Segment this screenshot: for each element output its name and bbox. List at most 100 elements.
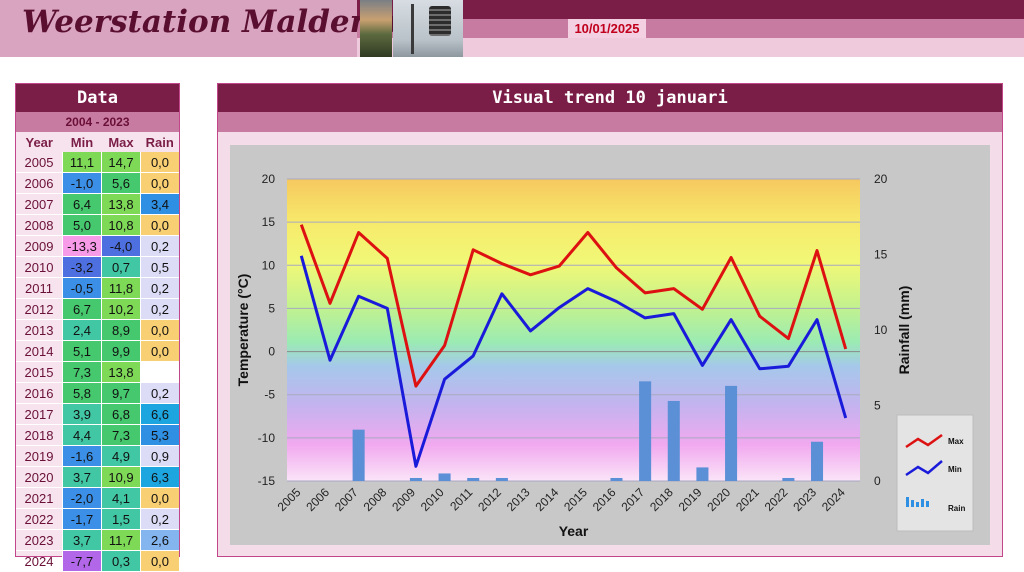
cell-max: 8,9 xyxy=(101,319,141,341)
station-photo-sunset xyxy=(360,0,392,57)
cell-max: 0,3 xyxy=(101,550,141,572)
y2-tick-label: 0 xyxy=(874,474,881,488)
rain-bars xyxy=(352,381,824,481)
rain-bar xyxy=(495,477,508,481)
cell-year: 2007 xyxy=(16,193,63,215)
rain-bar xyxy=(696,467,709,481)
cell-year: 2017 xyxy=(16,403,63,425)
rain-bar xyxy=(725,385,738,481)
cell-year: 2016 xyxy=(16,382,63,404)
table-row: 2022 -1,7 1,5 0,2 xyxy=(16,508,179,530)
cell-rain: 0,0 xyxy=(140,172,179,194)
cell-rain: 5,3 xyxy=(140,424,179,446)
legend-label: Rain xyxy=(948,504,965,513)
cell-year: 2010 xyxy=(16,256,63,278)
cell-year: 2011 xyxy=(16,277,63,299)
cell-max: 10,9 xyxy=(101,466,141,488)
rain-bar xyxy=(438,473,451,481)
cell-rain: 0,2 xyxy=(140,277,179,299)
table-row: 2009 -13,3 -4,0 0,2 xyxy=(16,235,179,257)
cell-max: 10,2 xyxy=(101,298,141,320)
cell-min: -2,0 xyxy=(62,487,102,509)
table-row: 2006 -1,0 5,6 0,0 xyxy=(16,172,179,194)
cell-min: 3,7 xyxy=(62,466,102,488)
cell-min: 6,4 xyxy=(62,193,102,215)
rain-bar xyxy=(610,477,623,481)
legend-rain-icon xyxy=(921,499,924,507)
cell-max: 14,7 xyxy=(101,152,141,173)
cell-max: 4,9 xyxy=(101,445,141,467)
table-row: 2012 6,7 10,2 0,2 xyxy=(16,298,179,320)
current-date: 10/01/2025 xyxy=(568,19,646,38)
table-row: 2021 -2,0 4,1 0,0 xyxy=(16,487,179,509)
cell-rain xyxy=(140,361,179,383)
site-logo[interactable]: Weerstation Malderen xyxy=(0,0,408,57)
cell-max: 11,7 xyxy=(101,529,141,551)
y-tick-label: 20 xyxy=(262,172,276,186)
table-row: 2018 4,4 7,3 5,3 xyxy=(16,424,179,446)
legend-label: Max xyxy=(948,437,964,446)
cell-rain: 2,6 xyxy=(140,529,179,551)
legend-label: Min xyxy=(948,465,962,474)
rain-bar xyxy=(352,429,365,481)
legend-rain-icon xyxy=(906,497,909,507)
cell-year: 2008 xyxy=(16,214,63,236)
table-row: 2016 5,8 9,7 0,2 xyxy=(16,382,179,404)
cell-year: 2014 xyxy=(16,340,63,362)
cell-year: 2021 xyxy=(16,487,63,509)
column-header-min: Min xyxy=(70,134,94,150)
data-table: Year Min Max Rain 2005 11,1 14,7 0,0 2006 -1,0 5,… xyxy=(16,132,179,572)
legend-max-icon xyxy=(905,433,943,449)
cell-min: 6,7 xyxy=(62,298,102,320)
y-axis-label: Temperature (°C) xyxy=(235,274,251,387)
series-line-min xyxy=(299,255,848,468)
y-tick-label: 0 xyxy=(268,345,275,359)
table-row: 2023 3,7 11,7 2,6 xyxy=(16,529,179,551)
cell-rain: 0,0 xyxy=(140,319,179,341)
table-row: 2024 -7,7 0,3 0,0 xyxy=(16,550,179,572)
cell-rain: 0,2 xyxy=(140,298,179,320)
y2-tick-label: 15 xyxy=(874,248,888,262)
chart-panel-subheader xyxy=(218,112,1002,132)
cell-year: 2023 xyxy=(16,529,63,551)
data-panel-title: Data xyxy=(16,84,179,112)
rain-bar xyxy=(667,400,680,481)
data-panel: Data 2004 - 2023 Year Min Max Rain 2005 11,1… xyxy=(15,83,180,572)
rain-bar xyxy=(782,477,795,481)
cell-rain: 0,9 xyxy=(140,445,179,467)
cell-year: 2009 xyxy=(16,235,63,257)
plot-area xyxy=(287,179,860,481)
cell-max: 10,8 xyxy=(101,214,141,236)
cell-year: 2012 xyxy=(16,298,63,320)
y2-tick-label: 5 xyxy=(874,399,881,413)
cell-min: 3,9 xyxy=(62,403,102,425)
legend-rain-icon xyxy=(911,500,914,507)
series-lines xyxy=(299,224,848,468)
cell-min: 7,3 xyxy=(62,361,102,383)
cell-rain: 0,2 xyxy=(140,382,179,404)
table-row: 2005 11,1 14,7 0,0 xyxy=(16,152,179,173)
cell-min: 2,4 xyxy=(62,319,102,341)
y-tick-label: 15 xyxy=(262,215,276,229)
cell-rain: 0,0 xyxy=(140,340,179,362)
y-tick-label: 10 xyxy=(262,258,276,272)
cell-year: 2024 xyxy=(16,550,63,572)
data-range: 2004 - 2023 xyxy=(16,112,179,132)
cell-min: -0,5 xyxy=(62,277,102,299)
cell-max: 5,6 xyxy=(101,172,141,194)
cell-min: 5,1 xyxy=(62,340,102,362)
cell-max: 11,8 xyxy=(101,277,141,299)
y2-axis-label: Rainfall (mm) xyxy=(896,286,912,375)
cell-rain: 0,0 xyxy=(140,487,179,509)
table-row: 2014 5,1 9,9 0,0 xyxy=(16,340,179,362)
cell-max: 6,8 xyxy=(101,403,141,425)
cell-min: 5,8 xyxy=(62,382,102,404)
cell-min: 11,1 xyxy=(62,152,102,173)
cell-rain: 0,2 xyxy=(140,235,179,257)
cell-rain: 6,6 xyxy=(140,403,179,425)
column-header-rain: Rain xyxy=(145,134,174,150)
site-title: Weerstation Malderen xyxy=(22,4,409,40)
chart-legend: Max Min Rain xyxy=(896,414,974,532)
gridlines xyxy=(287,178,860,482)
